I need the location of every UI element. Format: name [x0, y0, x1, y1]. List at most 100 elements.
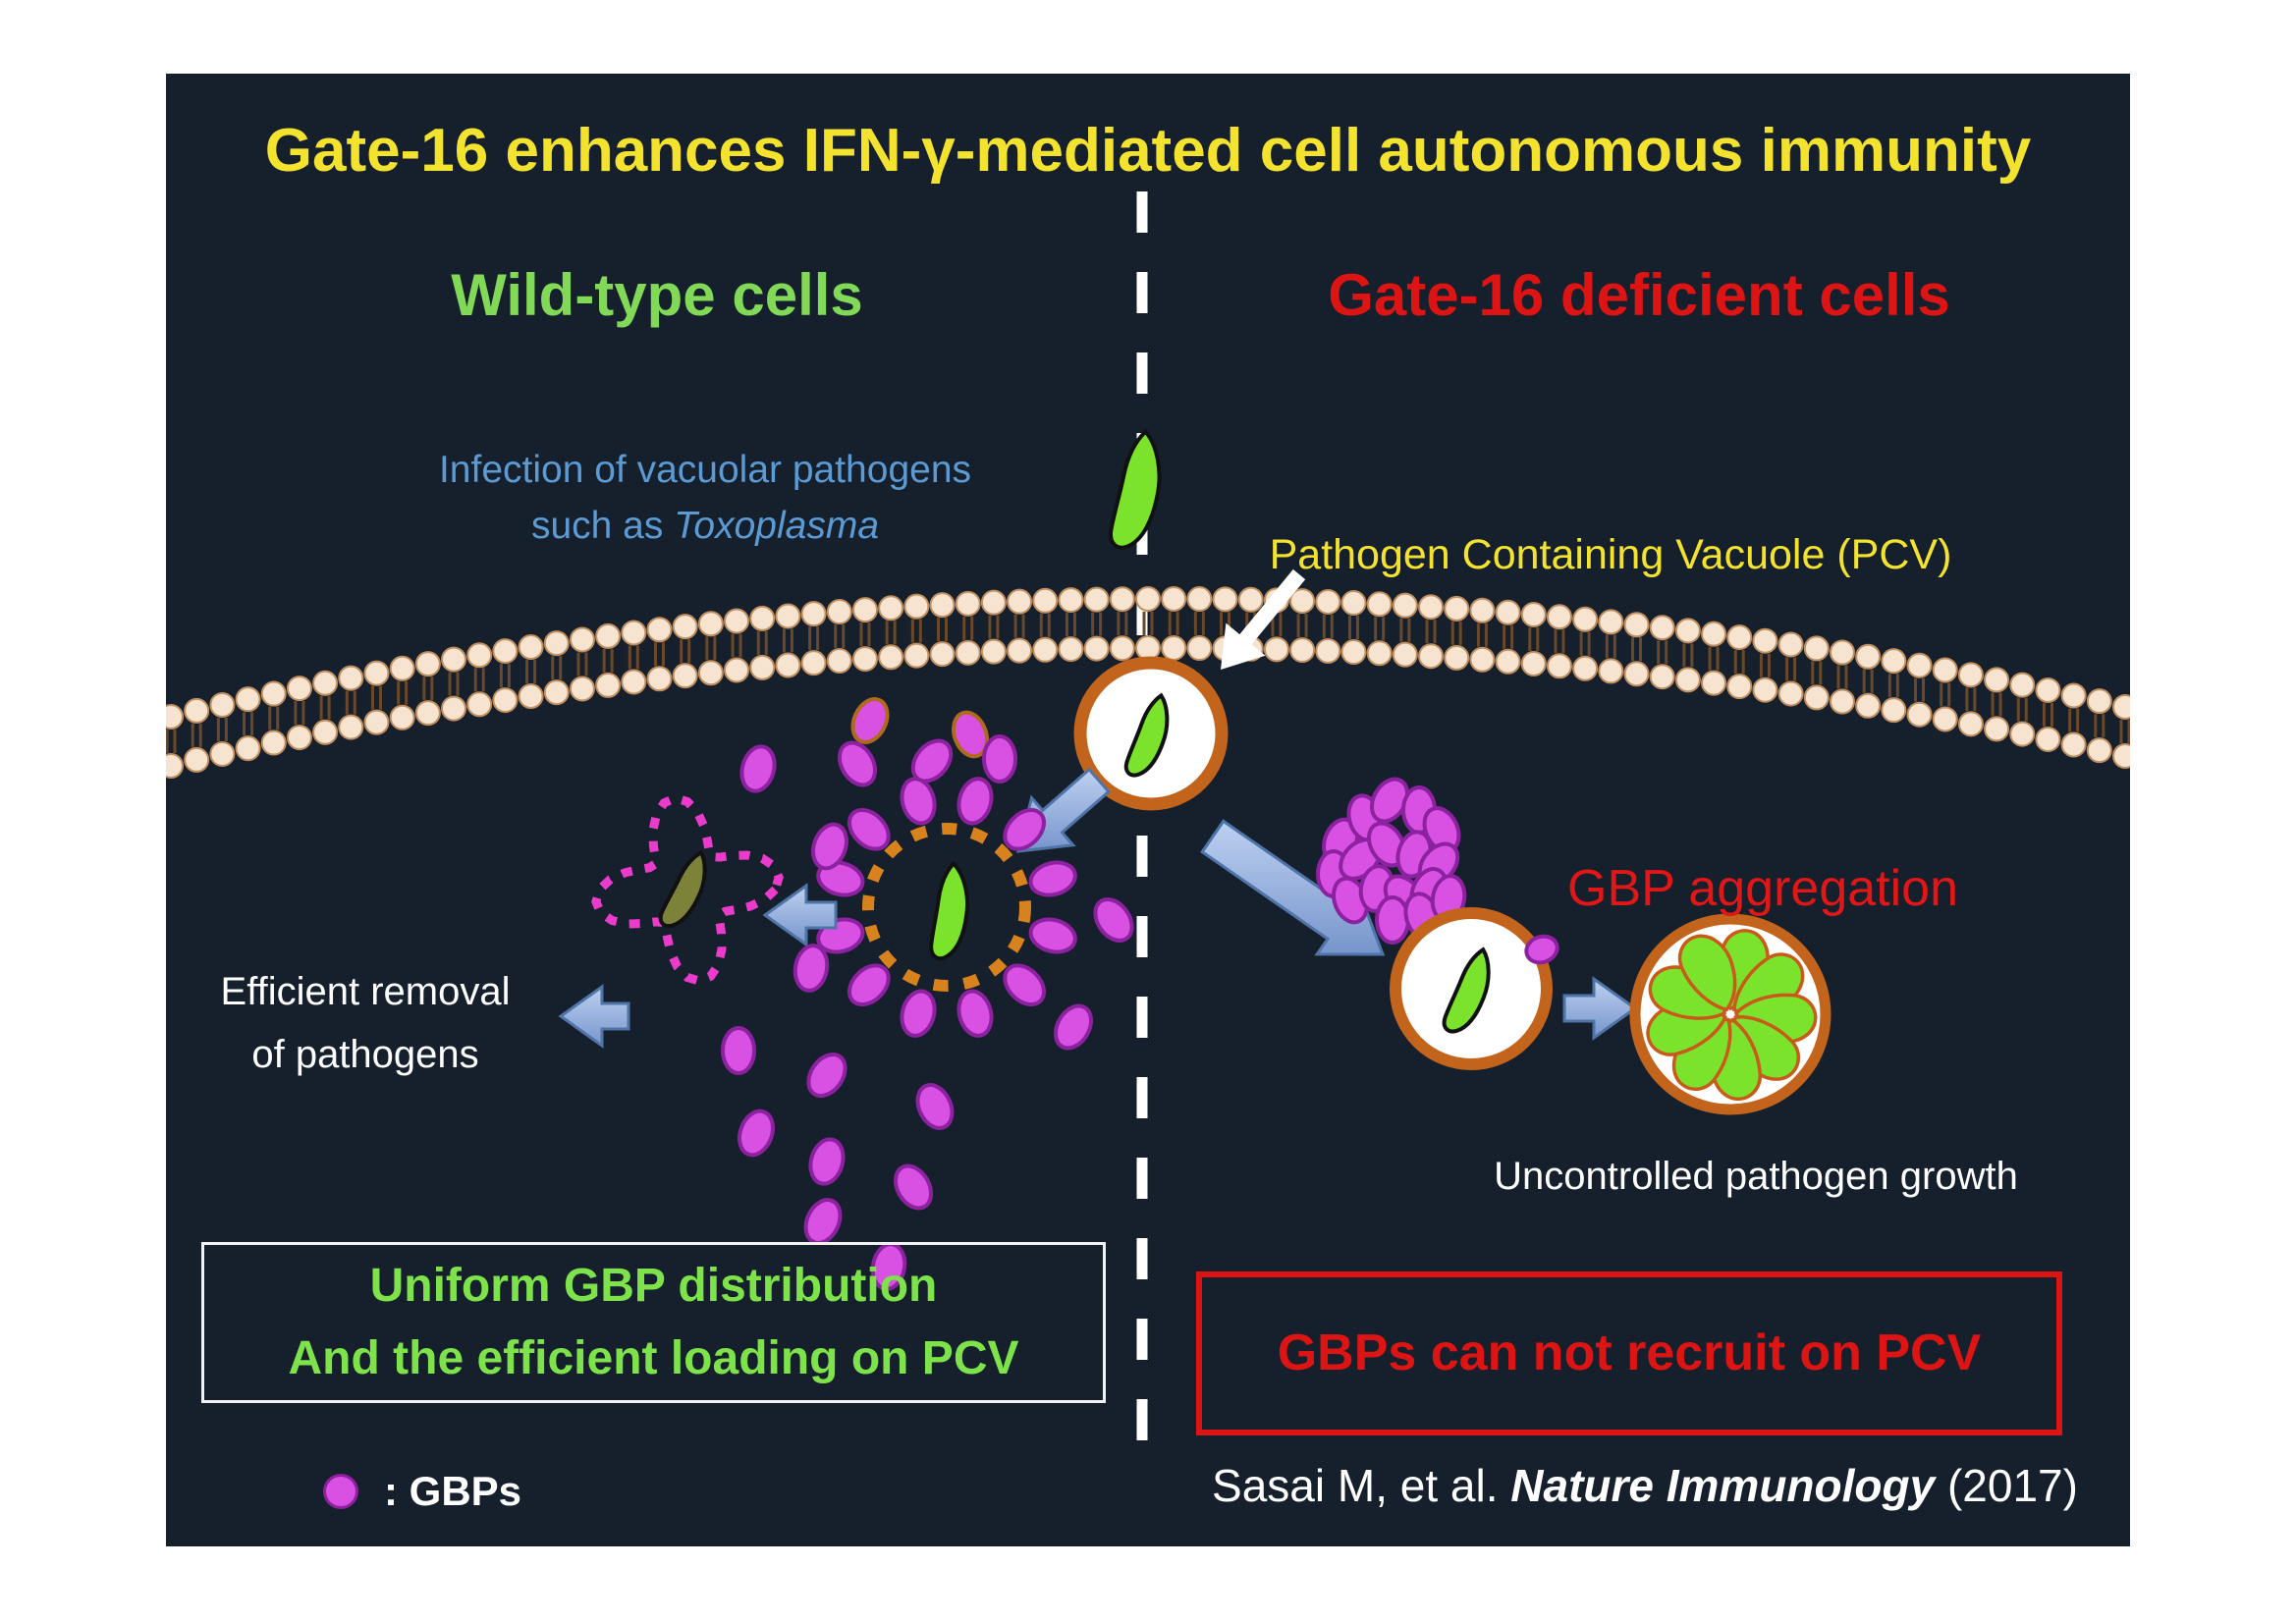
degraded-pathogen [658, 849, 707, 929]
lipid-head [724, 657, 750, 683]
lipid-head [775, 652, 801, 678]
autophagosome-outline [591, 793, 784, 986]
gbp-dot [1003, 963, 1047, 1007]
lipid-head [775, 603, 801, 629]
lipid-head [1263, 636, 1289, 663]
gbp-dot [1028, 860, 1077, 897]
lipid-head [929, 641, 956, 668]
lipid-head [1058, 587, 1084, 614]
gbp-aggregation-label: GBP aggregation [1567, 860, 1958, 917]
lipid-head [166, 753, 184, 779]
lipid-head [1469, 597, 1496, 623]
gbp-dot [816, 860, 865, 897]
lipid-head [1752, 676, 1778, 703]
lipid-head [184, 697, 210, 724]
lipid-head [414, 651, 441, 677]
lipid-head [1186, 586, 1213, 613]
lipid-head [595, 622, 622, 649]
lipid-head [826, 599, 852, 625]
free-pathogen [1109, 428, 1162, 550]
lipid-head [1623, 661, 1650, 687]
lipid-head [1418, 643, 1445, 670]
lipid-head [312, 670, 339, 696]
arrow-star-to-text [558, 984, 630, 1049]
lipid-head [1186, 635, 1213, 662]
lipid-head [1674, 667, 1701, 693]
gbp-dot [893, 1163, 934, 1211]
lipid-head [441, 646, 467, 673]
lipid-head [1855, 643, 1882, 670]
gbp-dot [850, 697, 890, 744]
pcv-pointer-arrow [1221, 568, 1306, 670]
lipid-head [1083, 586, 1110, 613]
lipid-head [260, 730, 287, 756]
lipid-head [1674, 618, 1701, 644]
lipid-head [518, 634, 544, 661]
lipid-head [543, 679, 570, 706]
lipid-head [980, 589, 1007, 616]
lipid-head [235, 735, 261, 762]
lipid-head [621, 620, 647, 646]
detached-gbp-dot [1524, 934, 1559, 965]
lipid-head [492, 687, 519, 714]
lipid-head [1366, 640, 1393, 667]
lipid-head [1032, 587, 1059, 614]
lipid-head [1855, 692, 1882, 719]
lipid-head [466, 691, 493, 718]
efficient-line2: of pathogens [251, 1033, 479, 1076]
lipid-head [878, 595, 904, 622]
lipid-head [1649, 615, 1675, 641]
pcv-pathogen [1123, 692, 1170, 778]
lipid-head [646, 666, 673, 692]
lipid-head [2035, 676, 2061, 703]
arrow-to-rosette [1562, 976, 1638, 1041]
gbp-dot [1375, 895, 1410, 945]
lipid-head [1829, 688, 1855, 715]
lipid-head [569, 626, 595, 653]
lipid-head [363, 660, 390, 686]
lipid-head [1109, 586, 1135, 613]
lipid-head [1649, 664, 1675, 690]
lipid-head [1161, 585, 1187, 612]
lipid-head [672, 663, 698, 689]
lipid-head [749, 605, 776, 631]
lipid-head [1932, 706, 1958, 732]
lipid-head [1777, 680, 1804, 707]
lipid-head [1418, 594, 1445, 621]
lipid-head [492, 638, 519, 665]
lipid-head [1289, 588, 1316, 615]
lipid-head [1546, 653, 1572, 679]
lipid-head [1881, 697, 1907, 724]
lipid-head [2112, 743, 2130, 769]
gbp-dot [847, 807, 891, 851]
lipid-head [697, 660, 724, 686]
gbp-dot [982, 734, 1017, 784]
diagram-canvas [166, 191, 2130, 1463]
lipid-head [1572, 606, 1599, 632]
lipid-head [363, 709, 390, 735]
gbp-dot [803, 1198, 843, 1245]
gbp-dot [721, 1026, 756, 1075]
lipid-head [2009, 721, 2036, 747]
lipid-head [338, 665, 364, 691]
lipid-head [903, 593, 930, 620]
lipid-head [851, 646, 878, 673]
lipid-head [1701, 621, 1727, 647]
lipid-head [184, 746, 210, 773]
gbp-dot [793, 944, 830, 993]
lipid-head [1007, 637, 1033, 664]
lipid-head [1392, 641, 1418, 668]
citation-journal: Nature Immunology [1510, 1460, 1936, 1511]
lipid-head [569, 676, 595, 702]
lipid-head [826, 648, 852, 675]
lipid-head [1109, 635, 1135, 662]
lipid-head [1572, 655, 1599, 681]
lipid-head [929, 592, 956, 619]
lipid-head [980, 638, 1007, 665]
lipid-head [543, 630, 570, 657]
lipid-head [955, 639, 981, 666]
lipid-head [166, 704, 184, 730]
lipid-head [595, 672, 622, 698]
wild-type-header: Wild-type cells [451, 262, 863, 328]
